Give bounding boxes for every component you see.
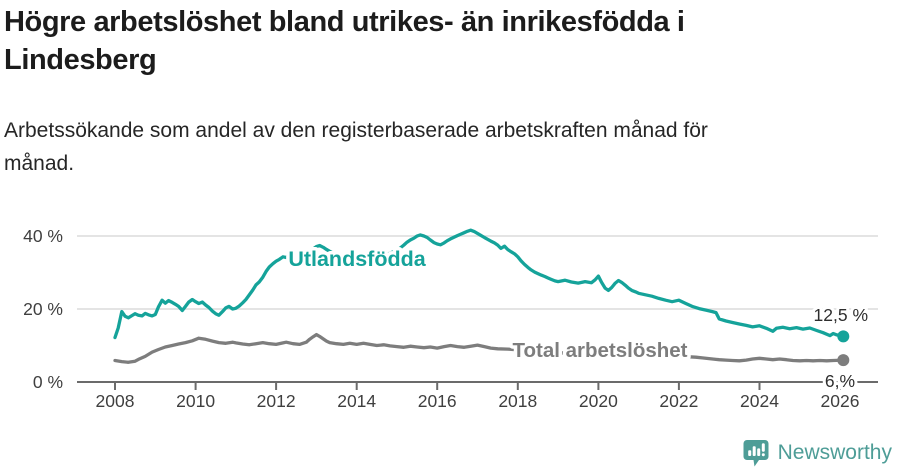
chart-subtitle: Arbetssökande som andel av den registerb…	[4, 114, 864, 180]
series-line-utlandsfodda	[113, 228, 845, 340]
end-value-label-total-arbetsloshet: 6,%	[825, 371, 855, 391]
x-axis-label: 2024	[740, 391, 779, 411]
newsworthy-logo-icon	[743, 440, 769, 467]
exclamation-stem	[761, 443, 765, 452]
title-line-2: Lindesberg	[4, 44, 157, 76]
subtitle-line-2: månad.	[4, 152, 75, 175]
newsworthy-footer: Newsworthy	[743, 439, 892, 468]
x-axis-label: 2018	[498, 391, 537, 411]
x-axis-label: 2022	[659, 391, 698, 411]
end-value-label-utlandsfodda: 12,5 %	[814, 305, 868, 325]
bar-3	[756, 448, 760, 456]
y-axis-label: 40 %	[23, 226, 63, 246]
page-title: Högre arbetslöshet bland utrikes- än inr…	[4, 3, 864, 79]
x-axis-label: 2026	[821, 391, 860, 411]
bar-2	[752, 446, 756, 456]
newsworthy-brand-name: Newsworthy	[777, 440, 892, 464]
exclamation-dot	[761, 453, 765, 457]
x-axis-label: 2010	[176, 391, 215, 411]
x-axis-label: 2012	[257, 391, 296, 411]
end-dot-total-arbetsloshet	[837, 354, 850, 367]
subtitle-line-1: Arbetssökande som andel av den registerb…	[4, 119, 708, 142]
title-line-1: Högre arbetslöshet bland utrikes- än inr…	[4, 6, 685, 38]
x-axis-label: 2020	[579, 391, 618, 411]
x-axis-label: 2016	[418, 391, 457, 411]
end-dot-utlandsfodda	[837, 330, 850, 343]
series-label-total-arbetsloshet: Total arbetslöshet	[512, 339, 687, 362]
x-axis-label: 2014	[337, 391, 376, 411]
y-axis-label: 0 %	[33, 372, 63, 392]
x-axis-label: 2008	[96, 391, 135, 411]
y-axis-label: 20 %	[23, 299, 63, 319]
bar-1	[747, 450, 751, 456]
speech-bubble-shape	[743, 440, 769, 467]
series-label-utlandsfodda: Utlandsfödda	[288, 247, 426, 271]
series-line-total-arbetsloshet	[113, 332, 845, 364]
